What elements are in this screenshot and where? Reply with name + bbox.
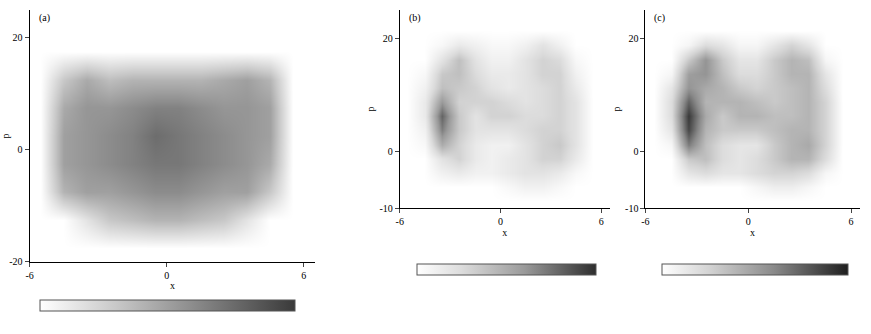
svg-text:6: 6 [301,270,306,281]
svg-text:p: p [365,107,376,112]
svg-text:-6: -6 [25,270,33,281]
svg-text:-10: -10 [379,203,392,214]
svg-text:(c): (c) [654,12,665,24]
svg-text:x: x [170,280,175,291]
svg-text:-6: -6 [641,216,649,227]
svg-text:(a): (a) [39,12,50,24]
svg-text:(b): (b) [409,12,421,24]
svg-text:-6: -6 [396,216,404,227]
svg-text:20: 20 [628,33,638,44]
svg-text:p: p [611,107,622,112]
svg-text:6: 6 [599,216,604,227]
svg-text:-20: -20 [9,256,22,267]
svg-text:0: 0 [388,146,393,157]
svg-text:p: p [0,133,11,138]
svg-text:6: 6 [849,216,854,227]
svg-text:x: x [502,227,507,238]
svg-text:0: 0 [746,216,751,227]
svg-text:0: 0 [18,144,23,155]
svg-text:0: 0 [164,270,169,281]
svg-text:0: 0 [498,216,503,227]
svg-text:x: x [750,227,755,238]
svg-text:20: 20 [383,33,393,44]
svg-text:20: 20 [13,32,23,43]
svg-text:0: 0 [633,146,638,157]
svg-text:-10: -10 [625,203,638,214]
